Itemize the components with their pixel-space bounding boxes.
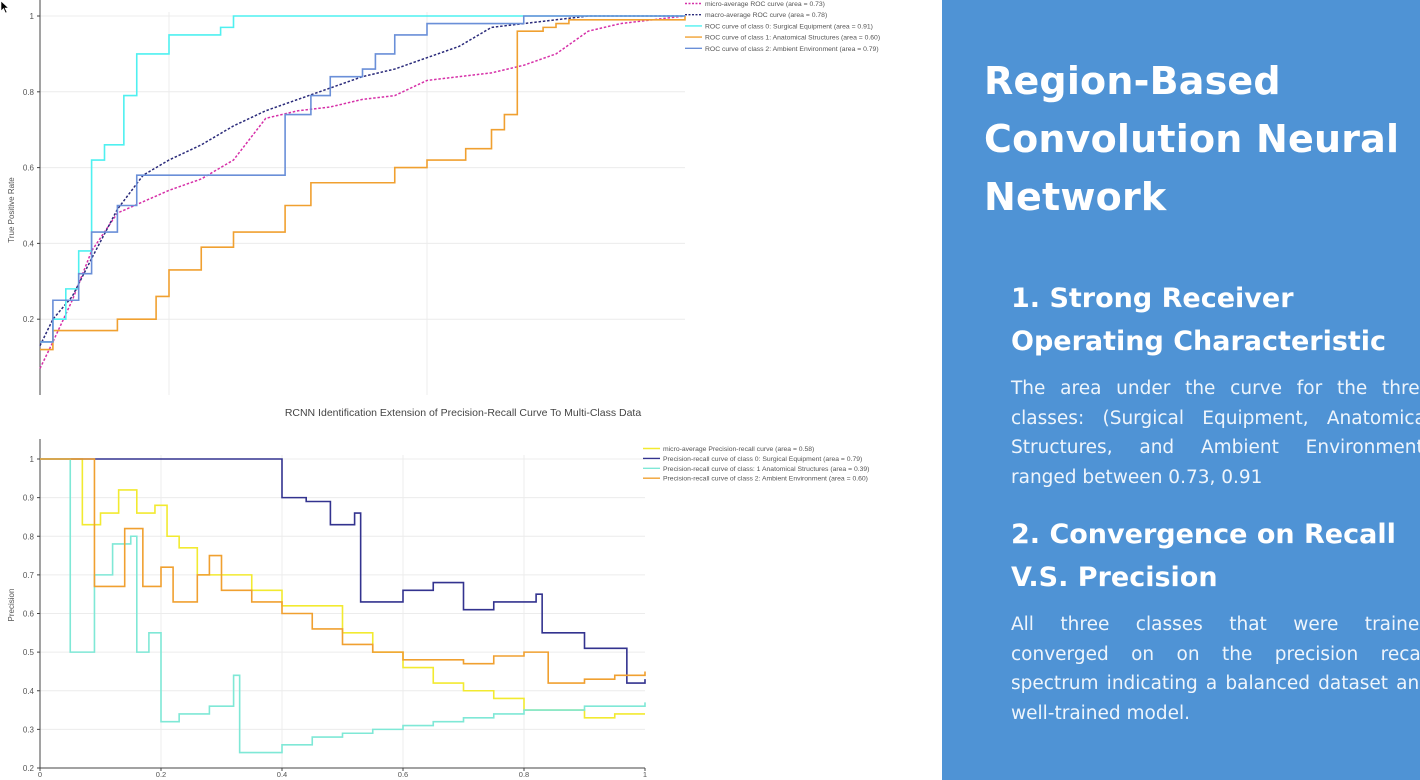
y-tick-label: 1: [30, 455, 35, 464]
series-line: [40, 16, 686, 351]
legend-label: micro-average Precision-recall curve (ar…: [663, 446, 814, 453]
chart-precision-recall: 0.20.30.40.50.60.70.80.910 0.2 0.4 0.6 0.8 1P…: [7, 407, 869, 779]
y-tick-label: 0.4: [23, 687, 35, 696]
x-tick-label: 0.4: [277, 770, 287, 779]
y-tick-label: 0.2: [23, 764, 35, 773]
charts-svg: 0.2 0.4 0.6 0.8 1 True Positive Rate micro-ave…: [7, 0, 880, 779]
x-tick-label: 1: [643, 770, 647, 779]
y-tick-label: 0.6: [23, 164, 35, 173]
series-line: [39, 15, 686, 369]
legend-label: ROC curve of class 1: Anatomical Structu…: [705, 35, 880, 42]
info-panel: Region-Based Convolution Neural Network …: [942, 0, 1420, 780]
x-tick-label: 0.6: [398, 770, 408, 779]
x-tick-label: 0: [38, 770, 42, 779]
section2-heading: 2. Convergence on Recall V.S. Precision: [1011, 519, 1396, 593]
panel-title: Region-Based Convolution Neural Network: [984, 59, 1400, 219]
x-tick-label: 0.2: [156, 770, 166, 779]
series-line: [40, 458, 646, 684]
series-line: [40, 458, 645, 719]
y-tick-label: 0.7: [23, 571, 35, 580]
section2-text: All three classes that were trained conv…: [1011, 614, 1420, 724]
series-line: [40, 15, 685, 343]
legend-label: Precision-recall curve of class 0: Surgi…: [663, 456, 862, 463]
mouse-cursor-icon: [0, 0, 10, 14]
x-tick-label: 0.8: [519, 770, 529, 779]
charts-area: 0.2 0.4 0.6 0.8 1 True Positive Rate micro-ave…: [0, 0, 881, 779]
legend-label: macro-average ROC curve (area = 0.78): [705, 12, 827, 19]
legend-label: ROC curve of class 2: Ambient Environmen…: [705, 46, 879, 53]
y-tick-label: 0.3: [23, 725, 35, 734]
y-tick-label: 0.6: [23, 610, 35, 619]
chart-roc: 0.2 0.4 0.6 0.8 1 True Positive Rate micro-ave…: [7, 0, 880, 395]
y-tick-label: 0.8: [23, 532, 35, 541]
legend-label: ROC curve of class 0: Surgical Equipment…: [705, 23, 873, 30]
y-tick-label: 0.8: [23, 88, 35, 97]
legend-label: micro-average ROC curve (area = 0.73): [705, 1, 825, 8]
section1-text: The area under the curve for the three c…: [1011, 378, 1420, 488]
y-tick-label: 1: [30, 12, 35, 21]
section1-heading: 1. Strong Receiver Operating Characteris…: [1011, 283, 1387, 357]
y-tick-label: 0.2: [23, 315, 35, 324]
y-axis-label: True Positive Rate: [7, 177, 16, 243]
series-line: [40, 458, 646, 684]
series-line: [40, 15, 685, 343]
series-line: [40, 458, 646, 754]
legend-label: Precision-recall curve of class 2: Ambie…: [663, 476, 868, 483]
y-tick-label: 0.9: [23, 494, 35, 503]
series-line: [39, 15, 685, 347]
y-axis-label: Precision: [7, 589, 16, 622]
y-tick-label: 0.4: [23, 239, 35, 248]
y-tick-label: 0.5: [23, 648, 35, 657]
chart-title: RCNN Identification Extension of Precisi…: [285, 407, 642, 419]
legend-label: Precision-recall curve of class: 1 Anato…: [663, 466, 869, 473]
